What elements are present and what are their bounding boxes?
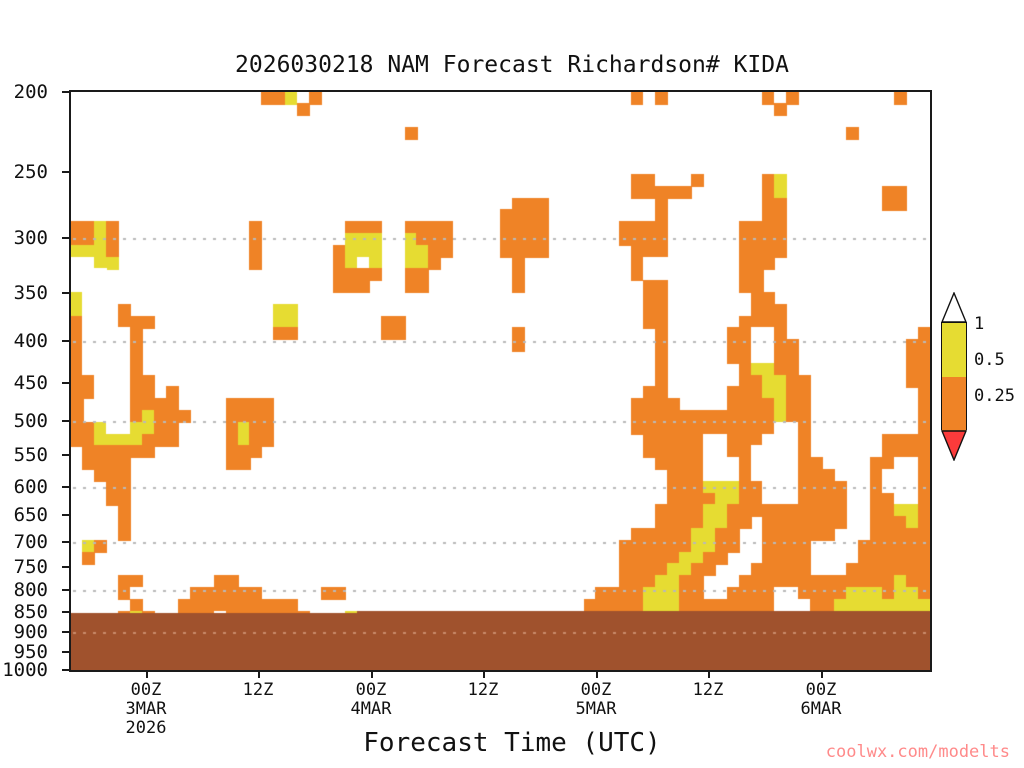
y-tick-label-300: 300 [13, 226, 48, 249]
y-tick-mark [62, 91, 70, 93]
x-tick-time: 12Z [467, 680, 499, 700]
x-tick-date: 3MAR [125, 699, 167, 719]
y-tick-label-400: 400 [13, 329, 48, 352]
colorbar-segment-0.25-0.5 [942, 377, 966, 431]
plot-area [69, 90, 932, 672]
y-tick-label-900: 900 [13, 621, 48, 644]
y-tick-mark [62, 514, 70, 517]
y-tick-mark [62, 171, 70, 174]
x-tick-label-group: 12Z [198, 681, 318, 700]
chart-title: 2026030218 NAM Forecast Richardson# KIDA [235, 52, 789, 78]
y-tick-label-450: 450 [13, 372, 48, 395]
x-tick-mark [708, 671, 710, 678]
x-axis-title: Forecast Time (UTC) [363, 728, 661, 758]
y-tick-mark [62, 236, 70, 239]
y-tick-label-650: 650 [13, 504, 48, 527]
y-tick-mark [62, 588, 70, 591]
site-credit: coolwx.com/modelts [825, 742, 1010, 762]
colorbar-label-0-25: 0.25 [974, 386, 1015, 406]
y-tick-mark [62, 339, 70, 342]
x-tick-label-group: 00Z 5MAR [536, 681, 656, 719]
colorbar-label-1: 1 [974, 314, 985, 334]
x-tick-mark [258, 671, 260, 678]
y-tick-label-500: 500 [13, 410, 48, 433]
x-tick-label-group: 12Z [423, 681, 543, 700]
y-tick-mark [62, 610, 70, 613]
y-tick-label-950: 950 [13, 640, 48, 663]
colorbar-top-arrow [940, 291, 968, 323]
y-tick-label-700: 700 [13, 530, 48, 553]
x-tick-date: 6MAR [800, 699, 842, 719]
x-tick-mark [596, 671, 598, 678]
x-tick-time: 00Z [580, 680, 612, 700]
colorbar-bottom-arrow [940, 430, 968, 462]
heatmap-canvas [71, 92, 930, 670]
y-tick-mark [62, 669, 70, 671]
x-tick-time: 00Z [805, 680, 837, 700]
colorbar-segment-0.5-1 [942, 323, 966, 377]
x-tick-time: 00Z [355, 680, 387, 700]
y-tick-mark [62, 454, 70, 457]
y-axis: 200 250 300 350 400 450 500 550 600 650 700 750 800 8… [0, 0, 70, 768]
y-tick-mark [62, 420, 70, 423]
colorbar-label-0-5: 0.5 [974, 350, 1005, 370]
y-tick-label-200: 200 [13, 81, 48, 103]
y-tick-label-750: 750 [13, 555, 48, 578]
y-tick-label-600: 600 [13, 475, 48, 498]
y-tick-label-550: 550 [13, 444, 48, 467]
y-tick-mark [62, 485, 70, 488]
y-tick-label-1000: 1000 [2, 659, 48, 681]
x-tick-label-group: 12Z [648, 681, 768, 700]
x-tick-mark [483, 671, 485, 678]
colorbar-legend: 1 0.5 0.25 [940, 291, 1015, 462]
x-tick-mark [821, 671, 823, 678]
y-tick-mark [62, 382, 70, 385]
x-tick-date: 4MAR [350, 699, 392, 719]
colorbar-body [941, 322, 967, 431]
y-tick-mark [62, 631, 70, 634]
x-tick-time: 00Z [130, 680, 162, 700]
y-tick-mark [62, 291, 70, 294]
y-tick-mark [62, 540, 70, 543]
y-tick-mark [62, 565, 70, 568]
y-tick-label-350: 350 [13, 281, 48, 304]
y-tick-label-800: 800 [13, 578, 48, 601]
x-tick-date: 5MAR [575, 699, 617, 719]
y-tick-label-850: 850 [13, 600, 48, 623]
x-tick-label-group: 00Z 3MAR 2026 [86, 681, 206, 738]
x-tick-time: 12Z [692, 680, 724, 700]
x-tick-label-group: 00Z 6MAR [761, 681, 881, 719]
y-tick-mark [62, 650, 70, 653]
x-tick-mark [371, 671, 373, 678]
y-tick-label-250: 250 [13, 161, 48, 184]
x-tick-year: 2026 [125, 718, 167, 738]
x-tick-label-group: 00Z 4MAR [311, 681, 431, 719]
x-tick-time: 12Z [242, 680, 274, 700]
x-tick-mark [146, 671, 148, 678]
